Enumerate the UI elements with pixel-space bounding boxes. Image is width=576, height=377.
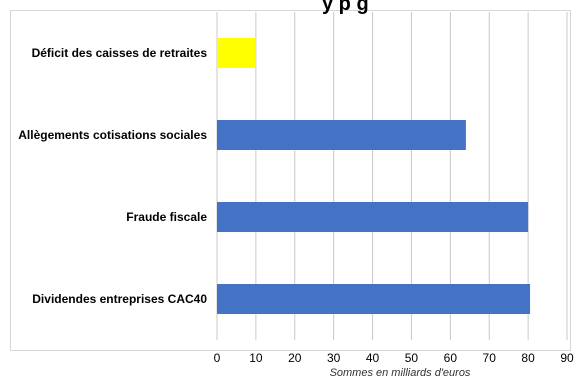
x-tick-labels: 0 10 20 30 40 50 60 70 80 90	[214, 351, 574, 365]
x-tick-label: 20	[288, 351, 302, 365]
x-axis-label: Sommes en milliards d'euros	[330, 367, 471, 377]
x-tick-label: 10	[249, 351, 263, 365]
x-tick-label: 60	[444, 351, 458, 365]
category-label: Dividendes entreprises CAC40	[32, 292, 207, 306]
bar-3	[217, 202, 529, 232]
bars	[217, 38, 531, 314]
bar-2	[217, 120, 466, 150]
x-tick-label: 50	[405, 351, 419, 365]
x-tick-label: 90	[560, 351, 574, 365]
category-labels: Déficit des caisses de retraites Allègeme…	[18, 46, 207, 306]
x-tick-label: 80	[521, 351, 535, 365]
x-tick-label: 70	[483, 351, 497, 365]
chart-title-fragment: y p g	[322, 0, 369, 15]
bar-4	[217, 284, 531, 314]
category-label: Allègements cotisations sociales	[18, 128, 207, 142]
x-tick-label: 0	[214, 351, 221, 365]
x-tick-label: 40	[366, 351, 380, 365]
category-label: Fraude fiscale	[126, 210, 207, 224]
x-tick-label: 30	[327, 351, 341, 365]
bar-1	[217, 38, 256, 68]
chart-frame	[10, 10, 571, 351]
category-label: Déficit des caisses de retraites	[32, 46, 208, 60]
